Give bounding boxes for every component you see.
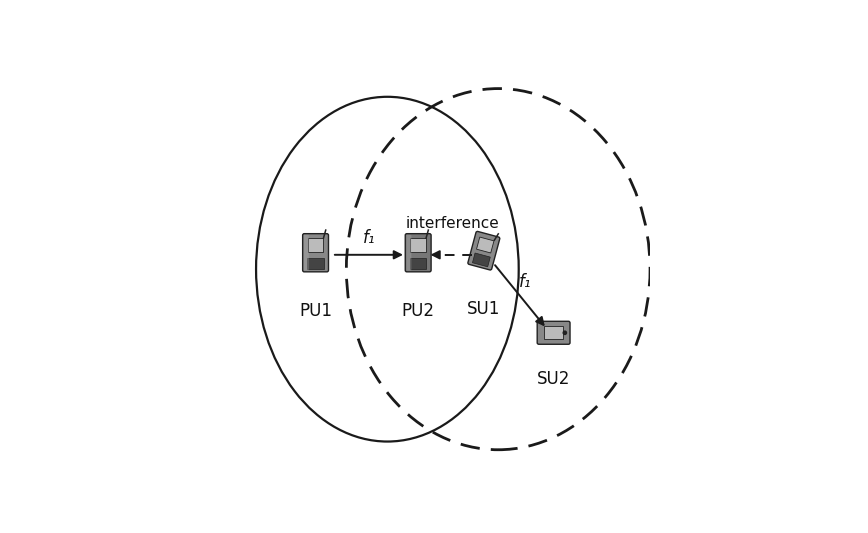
Text: SU2: SU2	[537, 370, 570, 387]
FancyBboxPatch shape	[308, 238, 323, 253]
Text: PU2: PU2	[402, 302, 435, 320]
Circle shape	[562, 330, 567, 335]
FancyBboxPatch shape	[537, 321, 570, 344]
FancyBboxPatch shape	[468, 231, 500, 270]
FancyBboxPatch shape	[410, 258, 426, 269]
FancyBboxPatch shape	[411, 238, 426, 253]
Text: interference: interference	[405, 216, 499, 231]
Text: f₁: f₁	[363, 229, 375, 247]
FancyBboxPatch shape	[304, 235, 309, 271]
Text: f₁: f₁	[518, 272, 531, 290]
FancyBboxPatch shape	[544, 326, 562, 339]
FancyBboxPatch shape	[406, 235, 411, 271]
FancyBboxPatch shape	[303, 233, 328, 272]
Text: SU1: SU1	[467, 300, 501, 318]
FancyBboxPatch shape	[405, 233, 431, 272]
FancyBboxPatch shape	[477, 237, 494, 253]
FancyBboxPatch shape	[472, 253, 490, 267]
FancyBboxPatch shape	[307, 258, 324, 269]
Text: PU1: PU1	[299, 302, 332, 320]
